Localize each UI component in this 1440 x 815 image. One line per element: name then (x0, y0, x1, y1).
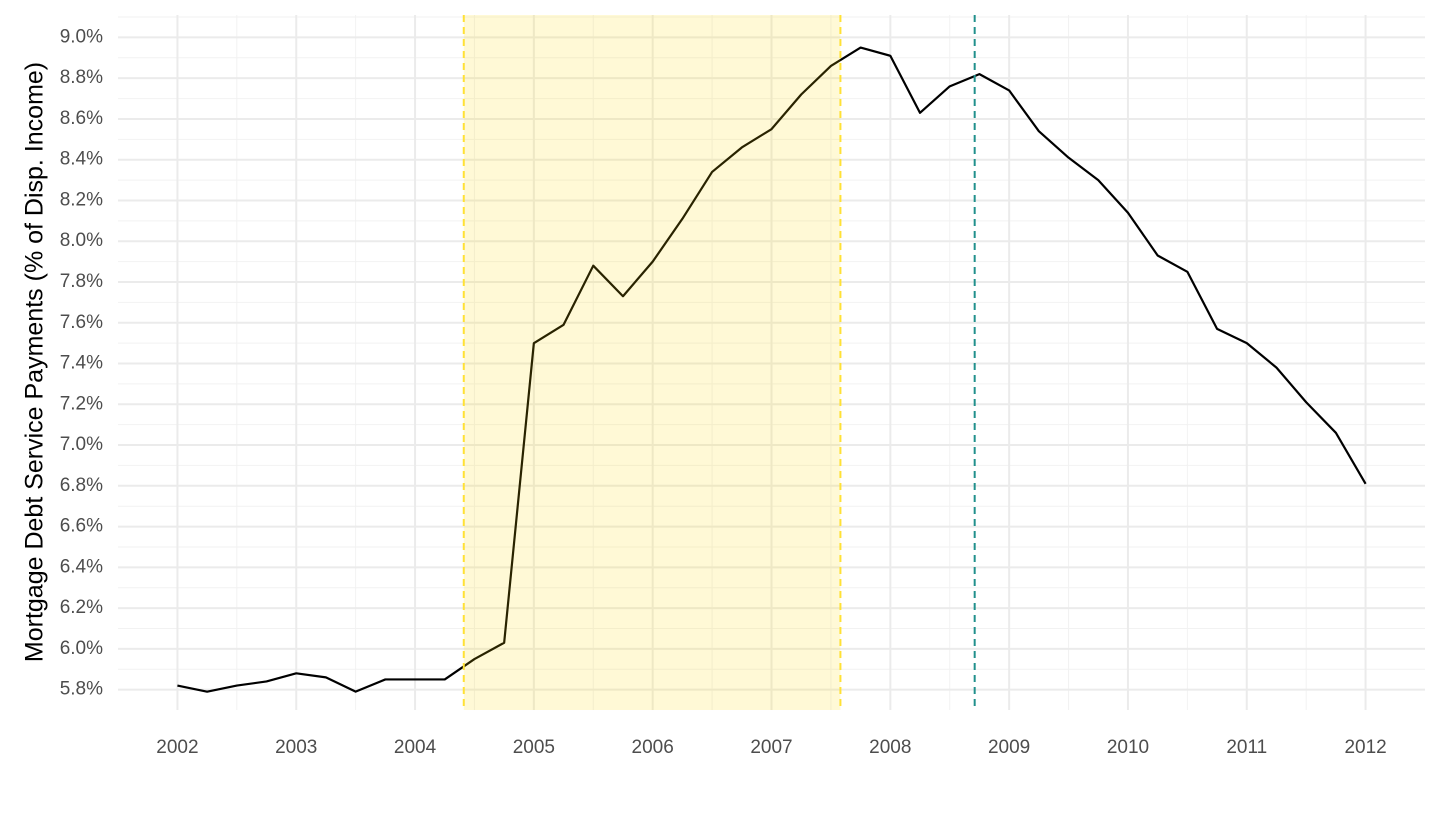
y-tick-label: 8.6% (60, 108, 103, 129)
y-tick-label: 8.0% (60, 230, 103, 251)
y-tick-label: 5.8% (60, 679, 103, 700)
y-tick-label: 6.0% (60, 638, 103, 659)
x-tick-label: 2012 (1344, 737, 1386, 758)
x-tick-label: 2002 (156, 737, 198, 758)
y-tick-label: 7.2% (60, 393, 103, 414)
y-tick-label: 6.2% (60, 597, 103, 618)
y-tick-label: 6.4% (60, 556, 103, 577)
x-tick-label: 2008 (869, 737, 911, 758)
x-tick-label: 2011 (1226, 737, 1267, 758)
y-tick-label: 7.4% (60, 353, 103, 374)
x-tick-label: 2007 (750, 737, 792, 758)
x-tick-label: 2003 (275, 737, 317, 758)
x-tick-label: 2009 (988, 737, 1030, 758)
y-tick-label: 7.8% (60, 271, 103, 292)
y-tick-label: 7.6% (60, 312, 103, 333)
y-tick-label: 7.0% (60, 434, 103, 455)
x-tick-label: 2010 (1107, 737, 1149, 758)
y-tick-label: 6.6% (60, 516, 103, 537)
data-line (177, 46, 1367, 693)
x-tick-label: 2005 (513, 737, 555, 758)
y-axis-title: Mortgage Debt Service Payments (% of Dis… (21, 62, 49, 662)
y-tick-label: 8.8% (60, 67, 103, 88)
y-tick-label: 8.4% (60, 149, 103, 170)
shaded-region (463, 15, 841, 710)
y-tick-label: 8.2% (60, 189, 103, 210)
x-tick-label: 2006 (632, 737, 674, 758)
x-tick-label: 2004 (394, 737, 437, 758)
y-tick-label: 9.0% (60, 26, 103, 47)
y-tick-label: 6.8% (60, 475, 103, 496)
